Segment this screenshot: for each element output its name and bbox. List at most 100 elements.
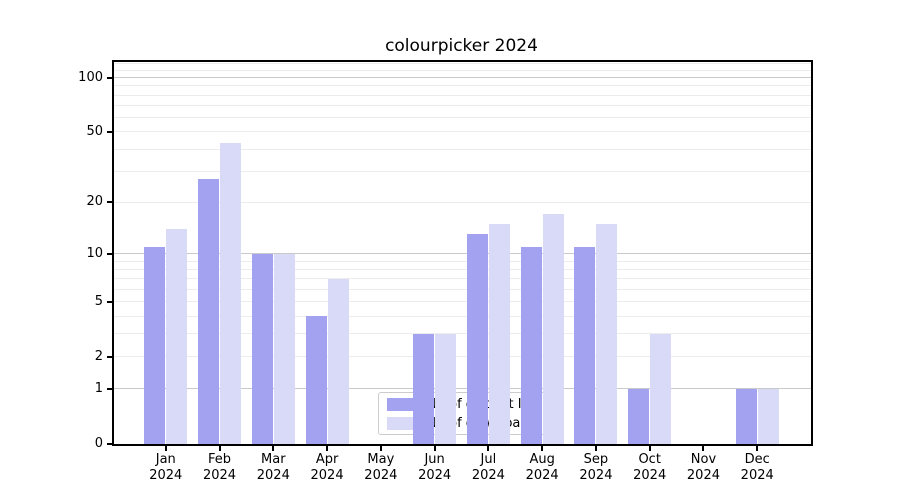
x-tick-label-line: Oct <box>638 452 661 467</box>
right-spine <box>811 60 813 446</box>
bar-downloads <box>435 333 457 444</box>
y-tick <box>107 130 112 133</box>
x-tick-label-line: Apr <box>315 452 339 467</box>
x-tick-label-line: 2024 <box>310 468 344 483</box>
y-tick <box>107 443 112 445</box>
x-tick <box>756 446 759 451</box>
x-tick-label: Sep 2024 <box>566 452 626 484</box>
x-tick <box>702 446 705 451</box>
x-tick-label: Mar 2024 <box>243 452 303 484</box>
minor-gridline <box>112 356 811 358</box>
bar-distinct-ips <box>574 246 596 444</box>
x-tick-label: Feb 2024 <box>190 452 250 484</box>
x-tick-label-line: Dec <box>744 452 770 467</box>
minor-gridline <box>112 117 811 119</box>
x-tick <box>326 446 329 451</box>
legend-swatch <box>387 397 419 411</box>
y-tick <box>107 252 112 255</box>
bottom-spine <box>112 444 813 446</box>
x-tick <box>164 446 167 451</box>
x-tick-label-line: 2024 <box>364 468 398 483</box>
y-tick-label: 50 <box>86 123 103 139</box>
bar-distinct-ips <box>198 179 220 444</box>
x-tick-label-line: Nov <box>690 452 717 467</box>
x-tick-label-line: 2024 <box>740 468 774 483</box>
y-tick <box>107 201 112 204</box>
minor-gridline <box>112 104 811 106</box>
minor-gridline <box>112 269 811 270</box>
x-tick-label-line: 2024 <box>256 468 290 483</box>
minor-gridline <box>112 301 811 303</box>
bar-distinct-ips <box>251 253 273 444</box>
y-tick <box>107 387 112 390</box>
x-tick-label: Aug 2024 <box>512 452 572 484</box>
x-tick <box>487 446 490 451</box>
x-tick <box>648 446 651 451</box>
minor-gridline <box>112 131 811 133</box>
bar-downloads <box>327 278 349 444</box>
x-tick-label: Jul 2024 <box>458 452 518 484</box>
x-tick-label-line: Mar <box>261 452 286 467</box>
minor-gridline <box>112 69 811 71</box>
x-tick-label-line: 2024 <box>579 468 613 483</box>
x-tick-label-line: Sep <box>583 452 609 467</box>
bar-downloads <box>542 214 564 444</box>
x-tick-label-line: Jul <box>480 452 497 467</box>
bar-distinct-ips <box>466 234 488 444</box>
bar-distinct-ips <box>520 246 542 444</box>
x-tick-label-line: 2024 <box>686 468 720 483</box>
x-tick-label-line: 2024 <box>149 468 183 483</box>
x-tick-label: Apr 2024 <box>297 452 357 484</box>
x-tick-label-line: Feb <box>208 452 232 467</box>
minor-gridline <box>112 94 811 96</box>
major-gridline <box>112 388 811 390</box>
x-tick <box>594 446 597 451</box>
top-spine <box>112 60 813 62</box>
y-tick-label: 0 <box>94 436 103 451</box>
x-tick-label-line: Aug <box>529 452 555 467</box>
legend-row: Nb of downloads <box>387 416 540 431</box>
x-tick-label: Dec 2024 <box>727 452 787 484</box>
minor-gridline <box>112 315 811 317</box>
y-tick <box>107 355 112 358</box>
minor-gridline <box>112 278 811 280</box>
bar-downloads <box>220 143 242 444</box>
x-tick-label-line: 2024 <box>525 468 559 483</box>
major-gridline <box>112 77 811 78</box>
left-spine <box>112 60 114 446</box>
legend-row: Nb of distinct IPs <box>387 397 540 412</box>
y-tick <box>107 76 112 79</box>
major-gridline <box>112 253 811 255</box>
bar-downloads <box>273 253 295 444</box>
x-tick <box>218 446 221 451</box>
x-tick <box>379 446 382 451</box>
minor-gridline <box>112 148 811 150</box>
minor-gridline <box>112 170 811 172</box>
x-tick-label-line: Jun <box>424 452 445 467</box>
y-tick-label: 10 <box>86 245 103 261</box>
y-tick <box>107 300 112 303</box>
bar-downloads <box>166 228 188 444</box>
legend-swatch <box>387 416 419 430</box>
y-tick-label: 5 <box>94 293 103 309</box>
x-tick <box>433 446 436 451</box>
x-tick-label-line: 2024 <box>202 468 237 483</box>
x-tick-label-line: Jan <box>155 452 176 467</box>
y-tick-label: 2 <box>94 348 103 364</box>
y-tick-label: 20 <box>86 194 103 210</box>
bar-distinct-ips <box>305 316 327 444</box>
x-tick-label-line: 2024 <box>633 468 667 483</box>
bar-distinct-ips <box>144 246 166 444</box>
chart-title: colourpicker 2024 <box>385 36 538 56</box>
minor-gridline <box>112 85 811 87</box>
minor-gridline <box>112 288 811 290</box>
x-tick-label: Nov 2024 <box>673 452 733 484</box>
minor-gridline <box>112 333 811 335</box>
x-tick-label: Jan 2024 <box>136 452 196 484</box>
x-tick-label-line: May <box>367 452 395 467</box>
minor-gridline <box>112 260 811 262</box>
bar-distinct-ips <box>413 333 435 444</box>
minor-gridline <box>112 201 811 203</box>
bar-distinct-ips <box>628 388 650 444</box>
x-tick-label: May 2024 <box>351 452 411 484</box>
